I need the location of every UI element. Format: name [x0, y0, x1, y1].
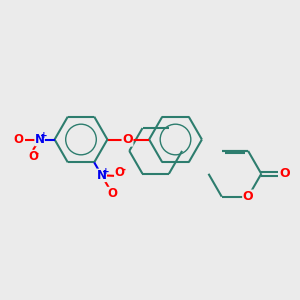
- Text: +: +: [40, 131, 48, 140]
- Text: -: -: [35, 148, 39, 159]
- Text: O: O: [107, 187, 117, 200]
- Text: -: -: [122, 164, 126, 175]
- Text: +: +: [102, 167, 110, 176]
- Text: N: N: [34, 133, 45, 146]
- Text: O: O: [279, 167, 290, 180]
- Text: N: N: [97, 169, 107, 182]
- Text: O: O: [14, 133, 24, 146]
- Text: O: O: [115, 166, 125, 179]
- Text: O: O: [243, 190, 254, 203]
- Text: O: O: [122, 133, 133, 146]
- Text: O: O: [28, 150, 38, 163]
